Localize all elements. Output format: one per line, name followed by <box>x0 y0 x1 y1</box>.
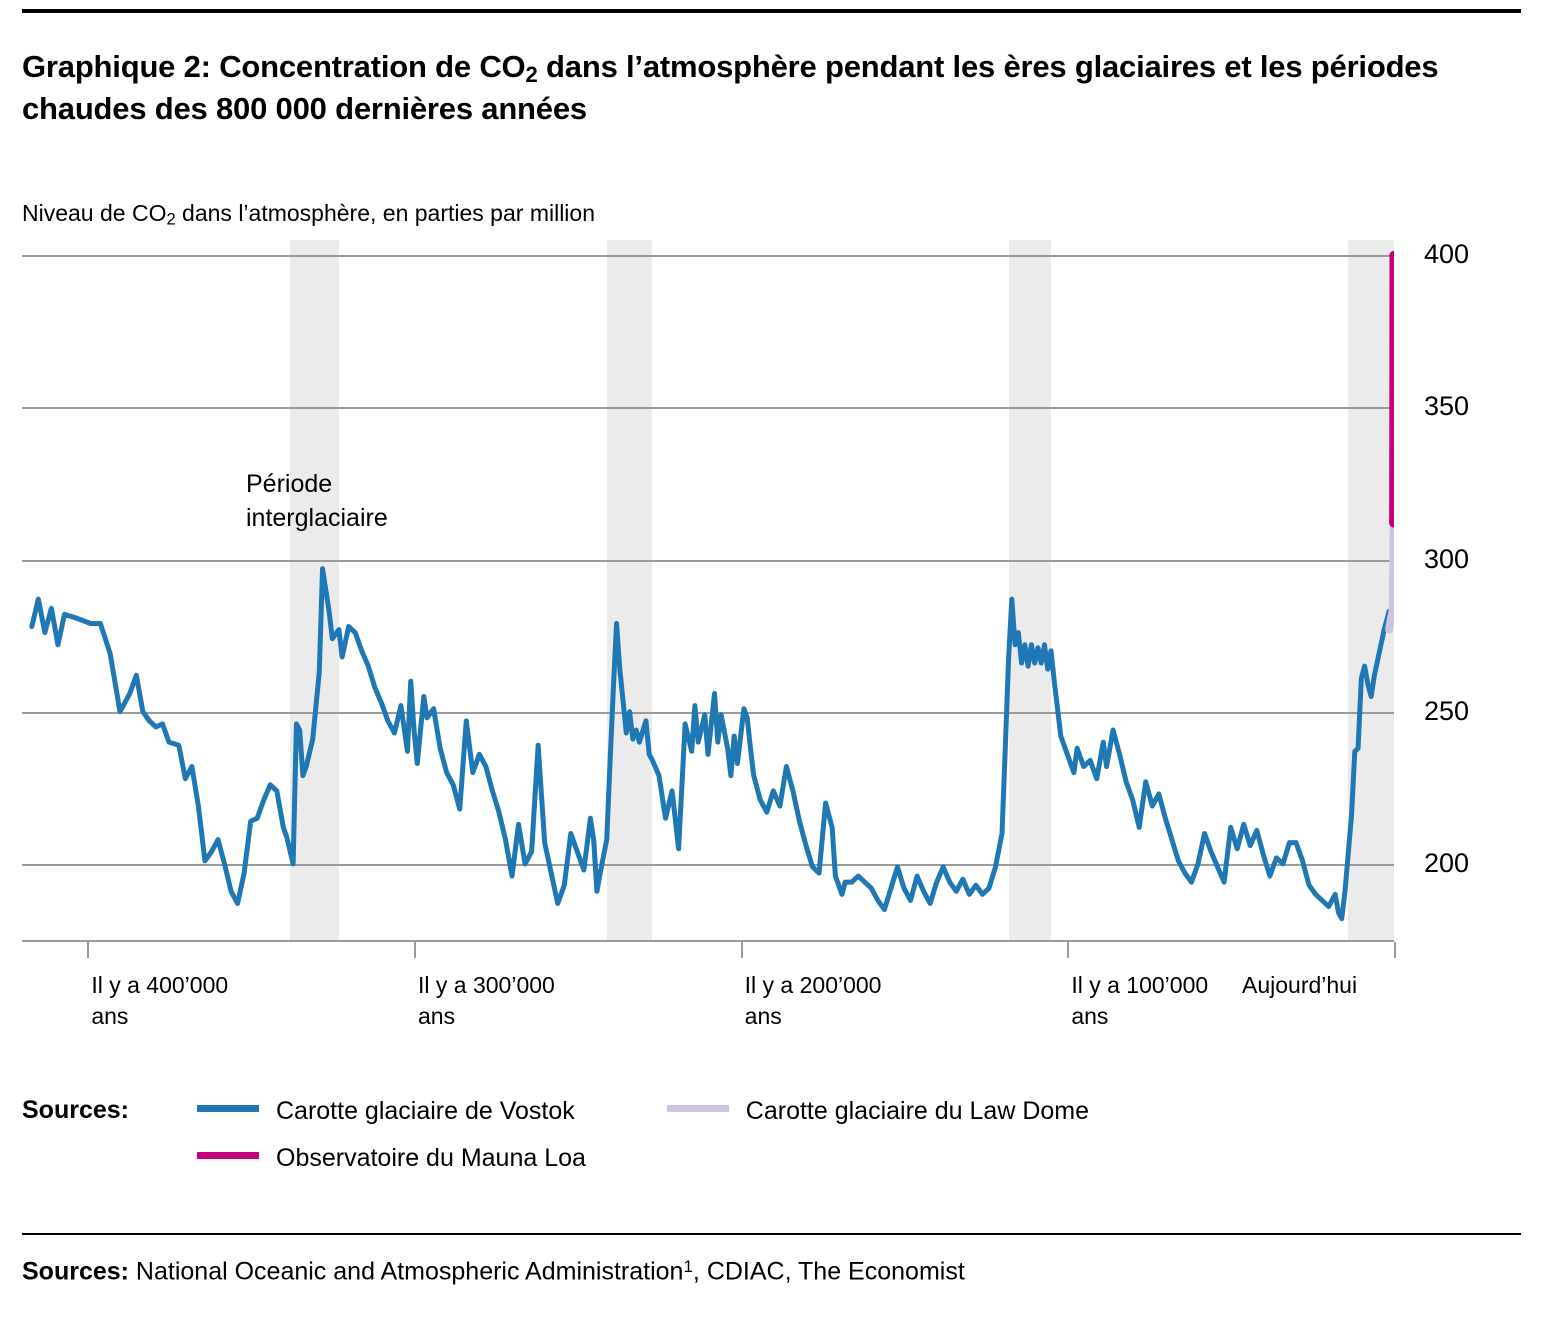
title-subscript: 2 <box>525 61 538 87</box>
legend-swatch-vostok <box>197 1105 259 1113</box>
chart-area: Période interglaciaire 200 250 300 350 400 I… <box>0 240 1543 1050</box>
legend-swatch-mauna-loa <box>197 1152 259 1160</box>
subtitle-subscript: 2 <box>166 209 176 229</box>
y-tick-label: 400 <box>1424 239 1470 270</box>
series-line <box>1385 525 1394 634</box>
y-tick-label: 300 <box>1424 543 1470 574</box>
footer-text-b: , CDIAC, The Economist <box>692 1257 965 1286</box>
legend-row-2: Observatoire du Mauna Loa <box>22 1143 1472 1177</box>
x-tick-mark <box>87 942 90 958</box>
legend-row-1: Sources: Carotte glaciaire de Vostok Carot… <box>22 1096 1472 1130</box>
interglacial-band <box>1348 240 1394 940</box>
gridline <box>22 559 1394 562</box>
footer-footnote-marker: 1 <box>683 1257 693 1276</box>
footer-text-a: National Oceanic and Atmospheric Adminis… <box>128 1257 684 1286</box>
legend-item-vostok[interactable]: Carotte glaciaire de Vostok <box>197 1096 575 1126</box>
x-axis-line <box>22 940 1394 942</box>
footer-sources: Sources: National Oceanic and Atmospheri… <box>22 1257 965 1287</box>
y-tick-label: 350 <box>1424 391 1470 422</box>
title-prefix: Graphique 2: Concentration de CO <box>22 48 526 84</box>
gridline <box>22 711 1394 714</box>
subtitle-rest: dans l’atmosphère, en parties par millio… <box>175 200 595 226</box>
interglacial-band <box>1008 240 1051 940</box>
interglacial-band <box>289 240 339 940</box>
x-tick-mark <box>740 942 743 958</box>
interglacial-annotation: Période interglaciaire <box>246 470 388 532</box>
gridline <box>22 407 1394 410</box>
gridline <box>22 863 1394 866</box>
legend-label-vostok: Carotte glaciaire de Vostok <box>276 1096 575 1125</box>
x-tick-label: Il y a 200’000 ans <box>744 972 882 1030</box>
chart-legend: Sources: Carotte glaciaire de Vostok Carot… <box>22 1096 1472 1190</box>
y-tick-label: 250 <box>1424 695 1470 726</box>
x-tick-mark <box>1067 942 1070 958</box>
x-tick-mark <box>414 942 416 958</box>
legend-swatch-law-dome <box>666 1105 729 1113</box>
legend-label-mauna-loa: Observatoire du Mauna Loa <box>276 1143 586 1172</box>
title-rest: dans l’atmosphère pendant les ères glaci… <box>22 48 1439 127</box>
plot-region <box>22 240 1394 940</box>
legend-label-law-dome: Carotte glaciaire du Law Dome <box>745 1096 1090 1125</box>
axis-subtitle: Niveau de CO2 dans l’atmosphère, en part… <box>22 200 595 230</box>
bottom-rule <box>22 1233 1521 1235</box>
x-tick-label: Aujourd’hui <box>1242 972 1358 998</box>
footer-label: Sources: <box>22 1257 129 1286</box>
legend-title: Sources: <box>22 1096 129 1124</box>
y-tick-label: 200 <box>1424 847 1470 878</box>
legend-item-mauna-loa[interactable]: Observatoire du Mauna Loa <box>197 1143 586 1173</box>
interglacial-band <box>606 240 653 940</box>
series-canvas <box>29 250 1394 922</box>
top-rule <box>22 9 1521 13</box>
series-line <box>29 566 1392 922</box>
x-tick-label: Il y a 400’000 ans <box>91 972 229 1030</box>
subtitle-prefix: Niveau de CO <box>22 200 167 226</box>
gridline <box>22 255 1394 258</box>
x-tick-label: Il y a 100’000 ans <box>1071 972 1209 1030</box>
x-tick-mark <box>1394 942 1396 958</box>
x-tick-label: Il y a 300’000 ans <box>418 972 555 1030</box>
page-title: Graphique 2: Concentration de CO2 dans l… <box>22 47 1442 129</box>
legend-item-law-dome[interactable]: Carotte glaciaire du Law Dome <box>666 1096 1090 1126</box>
